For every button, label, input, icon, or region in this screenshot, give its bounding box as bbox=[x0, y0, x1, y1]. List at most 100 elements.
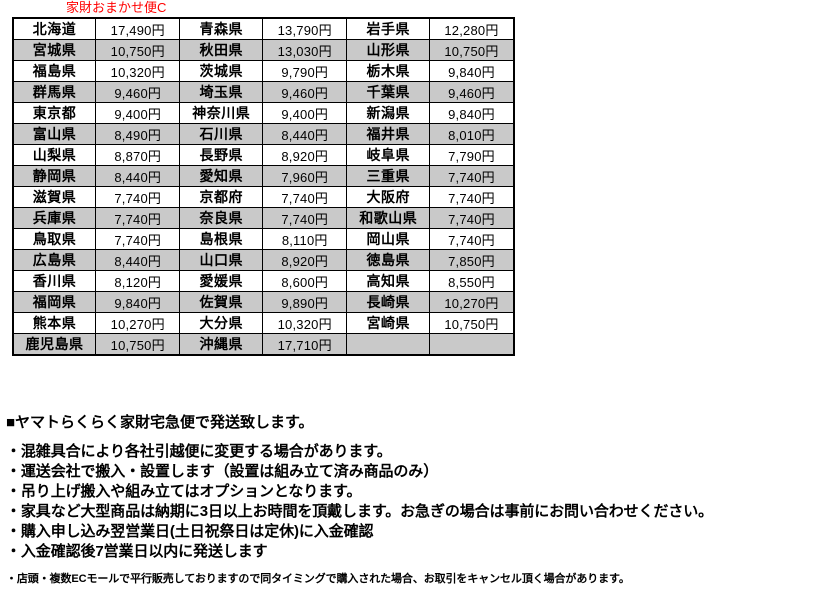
price-cell: 9,840円 bbox=[94, 291, 181, 313]
prefecture-cell: 兵庫県 bbox=[12, 207, 96, 229]
prefecture-cell: 山口県 bbox=[179, 249, 263, 271]
price-cell: 8,110円 bbox=[261, 228, 348, 250]
note-line: ・混雑具合により各社引越便に変更する場合があります。 bbox=[6, 443, 392, 460]
price-cell bbox=[428, 333, 515, 356]
price-cell: 8,600円 bbox=[261, 270, 348, 292]
price-cell: 7,740円 bbox=[261, 186, 348, 208]
price-cell: 7,850円 bbox=[428, 249, 515, 271]
table-row: 滋賀県 7,740円 京都府 7,740円 大阪府 7,740円 bbox=[12, 186, 515, 208]
price-cell: 9,460円 bbox=[94, 81, 181, 103]
price-cell: 8,440円 bbox=[261, 123, 348, 145]
note-line: ・運送会社で搬入・設置します（設置は組み立て済み商品のみ） bbox=[6, 463, 439, 480]
prefecture-cell: 徳島県 bbox=[346, 249, 430, 271]
table-row: 広島県 8,440円 山口県 8,920円 徳島県 7,850円 bbox=[12, 249, 515, 271]
prefecture-cell: 愛媛県 bbox=[179, 270, 263, 292]
price-cell: 10,270円 bbox=[428, 291, 515, 313]
prefecture-cell: 埼玉県 bbox=[179, 81, 263, 103]
prefecture-cell: 新潟県 bbox=[346, 102, 430, 124]
price-cell: 9,460円 bbox=[428, 81, 515, 103]
price-cell: 7,740円 bbox=[94, 186, 181, 208]
price-cell: 13,030円 bbox=[261, 39, 348, 61]
prefecture-cell: 静岡県 bbox=[12, 165, 96, 187]
prefecture-cell: 佐賀県 bbox=[179, 291, 263, 313]
price-cell: 10,750円 bbox=[94, 333, 181, 356]
shipping-notes: ■ヤマトらくらく家財宅急便で発送致します。 ・混雑具合により各社引越便に変更する… bbox=[6, 413, 818, 588]
prefecture-cell: 茨城県 bbox=[179, 60, 263, 82]
prefecture-cell: 秋田県 bbox=[179, 39, 263, 61]
price-cell: 8,920円 bbox=[261, 249, 348, 271]
prefecture-cell: 群馬県 bbox=[12, 81, 96, 103]
price-cell: 7,740円 bbox=[428, 207, 515, 229]
prefecture-cell: 山梨県 bbox=[12, 144, 96, 166]
price-cell: 7,740円 bbox=[261, 207, 348, 229]
prefecture-cell: 大分県 bbox=[179, 312, 263, 334]
prefecture-cell: 宮崎県 bbox=[346, 312, 430, 334]
prefecture-cell: 広島県 bbox=[12, 249, 96, 271]
table-row: 熊本県 10,270円 大分県 10,320円 宮崎県 10,750円 bbox=[12, 312, 515, 334]
prefecture-cell: 千葉県 bbox=[346, 81, 430, 103]
price-cell: 10,750円 bbox=[94, 39, 181, 61]
table-row: 福島県 10,320円 茨城県 9,790円 栃木県 9,840円 bbox=[12, 60, 515, 82]
prefecture-cell: 神奈川県 bbox=[179, 102, 263, 124]
table-row: 鹿児島県 10,750円 沖縄県 17,710円 bbox=[12, 333, 515, 356]
price-cell: 9,840円 bbox=[428, 60, 515, 82]
note-line: ・購入申し込み翌営業日(土日祝祭日は定休)に入金確認 bbox=[6, 523, 374, 540]
prefecture-cell: 鳥取県 bbox=[12, 228, 96, 250]
price-cell: 7,740円 bbox=[94, 228, 181, 250]
shipping-fee-table-body: 北海道 17,490円 青森県 13,790円 岩手県 12,280円 宮城県 10,750円… bbox=[12, 17, 515, 356]
table-row: 北海道 17,490円 青森県 13,790円 岩手県 12,280円 bbox=[12, 17, 515, 40]
prefecture-cell: 滋賀県 bbox=[12, 186, 96, 208]
note-line: ・家具など大型商品は納期に3日以上お時間を頂戴します。お急ぎの場合は事前にお問い… bbox=[6, 503, 714, 520]
price-cell: 9,790円 bbox=[261, 60, 348, 82]
prefecture-cell: 愛知県 bbox=[179, 165, 263, 187]
prefecture-cell: 岡山県 bbox=[346, 228, 430, 250]
price-cell: 8,920円 bbox=[261, 144, 348, 166]
price-cell: 7,740円 bbox=[428, 186, 515, 208]
price-cell: 8,010円 bbox=[428, 123, 515, 145]
table-row: 兵庫県 7,740円 奈良県 7,740円 和歌山県 7,740円 bbox=[12, 207, 515, 229]
prefecture-cell: 宮城県 bbox=[12, 39, 96, 61]
prefecture-cell: 栃木県 bbox=[346, 60, 430, 82]
price-cell: 12,280円 bbox=[428, 17, 515, 40]
prefecture-cell: 三重県 bbox=[346, 165, 430, 187]
price-cell: 7,740円 bbox=[428, 165, 515, 187]
price-cell: 7,740円 bbox=[94, 207, 181, 229]
prefecture-cell: 岐阜県 bbox=[346, 144, 430, 166]
prefecture-cell: 鹿児島県 bbox=[12, 333, 96, 356]
price-cell: 8,440円 bbox=[94, 165, 181, 187]
page-title: 家財おまかせ便C bbox=[66, 0, 167, 15]
prefecture-cell: 石川県 bbox=[179, 123, 263, 145]
price-cell: 10,750円 bbox=[428, 39, 515, 61]
table-row: 鳥取県 7,740円 島根県 8,110円 岡山県 7,740円 bbox=[12, 228, 515, 250]
price-cell: 9,400円 bbox=[94, 102, 181, 124]
table-row: 東京都 9,400円 神奈川県 9,400円 新潟県 9,840円 bbox=[12, 102, 515, 124]
prefecture-cell: 長野県 bbox=[179, 144, 263, 166]
table-row: 群馬県 9,460円 埼玉県 9,460円 千葉県 9,460円 bbox=[12, 81, 515, 103]
table-row: 静岡県 8,440円 愛知県 7,960円 三重県 7,740円 bbox=[12, 165, 515, 187]
prefecture-cell: 沖縄県 bbox=[179, 333, 263, 356]
notes-line-list: ・混雑具合により各社引越便に変更する場合があります。・運送会社で搬入・設置します… bbox=[6, 442, 818, 562]
price-cell: 7,740円 bbox=[428, 228, 515, 250]
price-cell: 10,270円 bbox=[94, 312, 181, 334]
price-cell: 8,490円 bbox=[94, 123, 181, 145]
prefecture-cell bbox=[346, 333, 430, 356]
prefecture-cell: 奈良県 bbox=[179, 207, 263, 229]
prefecture-cell: 東京都 bbox=[12, 102, 96, 124]
prefecture-cell: 香川県 bbox=[12, 270, 96, 292]
prefecture-cell: 京都府 bbox=[179, 186, 263, 208]
notes-heading: ■ヤマトらくらく家財宅急便で発送致します。 bbox=[6, 414, 314, 431]
prefecture-cell: 北海道 bbox=[12, 17, 96, 40]
price-cell: 17,710円 bbox=[261, 333, 348, 356]
prefecture-cell: 長崎県 bbox=[346, 291, 430, 313]
note-line: ・入金確認後7営業日以内に発送します bbox=[6, 543, 268, 560]
prefecture-cell: 山形県 bbox=[346, 39, 430, 61]
note-line: ・吊り上げ搬入や組み立てはオプションとなります。 bbox=[6, 483, 362, 500]
price-cell: 10,750円 bbox=[428, 312, 515, 334]
price-cell: 17,490円 bbox=[94, 17, 181, 40]
prefecture-cell: 熊本県 bbox=[12, 312, 96, 334]
prefecture-cell: 大阪府 bbox=[346, 186, 430, 208]
price-cell: 8,120円 bbox=[94, 270, 181, 292]
prefecture-cell: 福岡県 bbox=[12, 291, 96, 313]
price-cell: 10,320円 bbox=[261, 312, 348, 334]
price-cell: 9,890円 bbox=[261, 291, 348, 313]
